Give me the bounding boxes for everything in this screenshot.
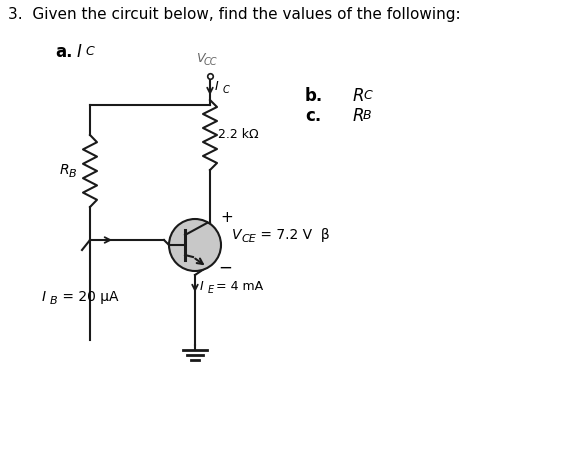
Text: B: B — [69, 169, 76, 179]
Text: CE: CE — [242, 234, 257, 244]
Text: CC: CC — [204, 57, 218, 67]
Text: R: R — [353, 107, 364, 125]
Text: E: E — [208, 285, 214, 295]
Text: B: B — [50, 296, 57, 306]
Text: C: C — [85, 45, 94, 58]
Text: c.: c. — [305, 107, 321, 125]
Text: R: R — [60, 163, 69, 177]
Text: −: − — [218, 259, 232, 277]
Text: a.: a. — [55, 43, 72, 61]
Text: I: I — [42, 290, 46, 304]
Text: = 20 μA: = 20 μA — [58, 290, 118, 304]
Text: 2.2 kΩ: 2.2 kΩ — [218, 129, 259, 142]
Circle shape — [169, 219, 221, 271]
Text: 3.  Given the circuit below, find the values of the following:: 3. Given the circuit below, find the val… — [8, 7, 460, 22]
Text: V: V — [232, 228, 242, 242]
Text: C: C — [223, 85, 230, 95]
Text: I: I — [77, 43, 82, 61]
Text: = 7.2 V  β: = 7.2 V β — [256, 228, 329, 242]
Text: I: I — [200, 281, 204, 294]
Text: I: I — [215, 80, 219, 94]
Text: +: + — [220, 209, 232, 225]
Text: B: B — [363, 109, 371, 122]
Text: b.: b. — [305, 87, 323, 105]
Text: C: C — [363, 89, 372, 102]
Text: R: R — [353, 87, 364, 105]
Text: V: V — [196, 52, 204, 65]
Text: = 4 mA: = 4 mA — [212, 281, 263, 294]
